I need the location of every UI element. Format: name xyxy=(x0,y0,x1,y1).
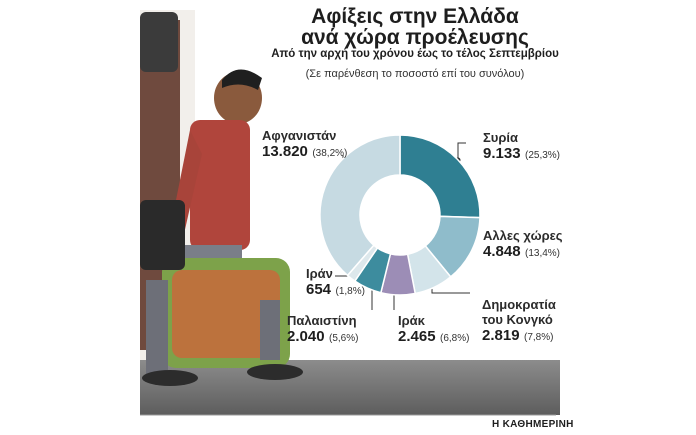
category-label: Ιράκ xyxy=(398,313,425,328)
value-line: 2.819 (7,8%) xyxy=(482,327,560,345)
slice-label: Παλαιστίνη 2.040 (5,6%) xyxy=(287,313,358,346)
percentage-label: (6,8%) xyxy=(440,333,470,344)
value-line: 4.848 (13,4%) xyxy=(483,243,563,261)
category-label: Δημοκρατία του Κονγκό xyxy=(482,297,556,327)
value-line: 13.820 (38,2%) xyxy=(262,143,347,161)
note: (Σε παρένθεση το ποσοστό επί του συνόλου… xyxy=(305,68,525,80)
value-label: 654 xyxy=(306,281,332,298)
percentage-label: (1,8%) xyxy=(335,286,365,297)
slice-label: Συρία 9.133 (25,3%) xyxy=(483,130,560,163)
value-label: 2.040 xyxy=(287,328,325,345)
percentage-label: (5,6%) xyxy=(329,333,359,344)
value-line: 654 (1,8%) xyxy=(306,281,365,299)
slice-label: Ιράκ 2.465 (6,8%) xyxy=(398,313,469,346)
percentage-label: (7,8%) xyxy=(524,332,554,343)
slice xyxy=(399,134,481,219)
slice-label: Δημοκρατία του Κονγκό 2.819 (7,8%) xyxy=(482,297,560,345)
source: Η ΚΑΘΗΜΕΡΙΝΗ xyxy=(492,419,574,430)
value-label: 2.819 xyxy=(482,327,520,344)
value-line: 2.465 (6,8%) xyxy=(398,328,469,346)
category-label: Παλαιστίνη xyxy=(287,313,357,328)
donut xyxy=(319,134,481,296)
chart-title: Αφίξεις στην Ελλάδα xyxy=(311,5,519,28)
percentage-label: (13,4%) xyxy=(525,248,561,259)
percentage-label: (25,3%) xyxy=(525,150,561,161)
value-line: 9.133 (25,3%) xyxy=(483,145,560,163)
value-line: 2.040 (5,6%) xyxy=(287,328,358,346)
category-label: Ιράν xyxy=(306,266,333,281)
category-label: Αλλες χώρες xyxy=(483,228,563,243)
slice-label: Ιράν 654 (1,8%) xyxy=(306,266,365,299)
subtitle: Από την αρχή του χρόνου έως το τέλος Σεπ… xyxy=(271,48,559,60)
chart-title: ανά χώρα προέλευσης xyxy=(301,26,529,49)
value-label: 2.465 xyxy=(398,328,436,345)
value-label: 13.820 xyxy=(262,143,308,160)
value-label: 4.848 xyxy=(483,243,521,260)
category-label: Συρία xyxy=(483,130,519,145)
value-label: 9.133 xyxy=(483,145,521,162)
slice-label: Αφγανιστάν 13.820 (38,2%) xyxy=(262,128,347,161)
category-label: Αφγανιστάν xyxy=(262,128,337,143)
slice xyxy=(319,134,401,277)
slice-label: Αλλες χώρες 4.848 (13,4%) xyxy=(483,228,563,261)
photo xyxy=(140,10,560,415)
percentage-label: (38,2%) xyxy=(312,148,348,159)
